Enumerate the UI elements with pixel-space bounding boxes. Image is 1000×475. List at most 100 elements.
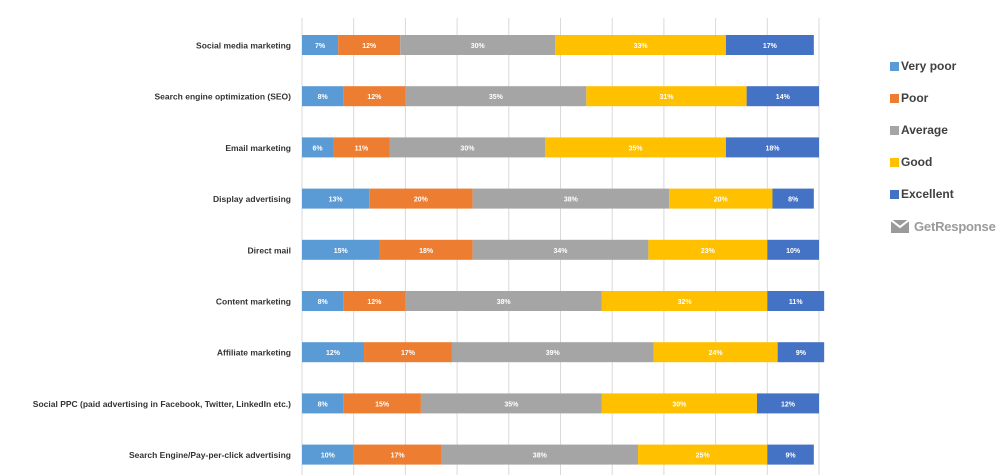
bar-segment-very-poor [302, 137, 334, 158]
envelope-icon [891, 220, 909, 233]
data-label: 6% [312, 145, 323, 152]
data-label: 10% [321, 453, 336, 460]
bar-segment-excellent [767, 291, 825, 311]
legend-label: Average [901, 123, 948, 137]
data-label: 15% [375, 401, 390, 408]
legend-item: Very poor [890, 50, 956, 82]
legend-item: Average [890, 114, 956, 146]
bar-segment-average [389, 137, 545, 158]
data-label: 32% [678, 299, 693, 306]
bar-segment-very-poor [302, 239, 380, 260]
bar-segment-poor [369, 188, 473, 209]
getresponse-logo: GetResponse [891, 219, 996, 234]
data-label: 23% [701, 248, 716, 255]
bar-segment-poor [338, 35, 401, 55]
bar-segment-very-poor [302, 188, 370, 209]
bar-segment-excellent [725, 35, 814, 55]
data-label: 15% [334, 248, 349, 255]
bar-segment-average [405, 86, 587, 107]
bar-segment-good [555, 35, 726, 55]
bar-segment-average [441, 444, 639, 465]
category-label: Social media marketing [196, 41, 291, 51]
bar-segment-very-poor [302, 291, 344, 311]
data-label: 11% [789, 299, 803, 306]
data-label: 9% [786, 453, 797, 460]
category-label: Display advertising [213, 194, 291, 204]
bar-segment-good [669, 188, 773, 209]
legend-swatch [890, 125, 899, 135]
data-label: 18% [419, 248, 434, 255]
legend-item: Excellent [890, 178, 956, 210]
bar-segment-excellent [767, 444, 814, 465]
data-label: 38% [497, 299, 512, 306]
bar-segment-very-poor [302, 393, 344, 414]
legend-swatch [890, 93, 899, 103]
brand-name: GetResponse [914, 219, 996, 234]
data-label: 30% [460, 145, 475, 152]
bar-segment-very-poor [302, 444, 354, 465]
data-label: 14% [776, 94, 791, 101]
data-label: 12% [367, 299, 382, 306]
bar-segment-excellent [725, 137, 819, 158]
bar-segment-excellent [767, 239, 819, 260]
data-label: 9% [796, 350, 807, 357]
bar-segment-average [472, 239, 649, 260]
bar-segment-average [420, 393, 602, 414]
data-label: 38% [533, 453, 548, 460]
data-label: 39% [546, 350, 561, 357]
legend-item: Poor [890, 82, 956, 114]
legend-swatch [890, 61, 899, 71]
bar-segment-good [648, 239, 768, 260]
data-label: 34% [553, 248, 568, 255]
data-label: 33% [634, 43, 649, 50]
data-label: 13% [329, 197, 344, 204]
bar-segment-poor [379, 239, 473, 260]
data-label: 18% [765, 145, 780, 152]
bar-segment-very-poor [302, 86, 344, 107]
data-label: 25% [696, 453, 711, 460]
data-label: 8% [318, 299, 329, 306]
data-label: 12% [326, 350, 341, 357]
bar-segment-good [601, 393, 757, 414]
data-label: 8% [318, 401, 329, 408]
bar-segment-good [638, 444, 768, 465]
bar-segment-poor [353, 444, 442, 465]
bar-segment-average [400, 35, 556, 55]
legend-label: Very poor [901, 59, 957, 73]
data-label: 17% [401, 350, 416, 357]
legend-item: Good [890, 146, 956, 178]
bar-segment-excellent [746, 86, 819, 107]
bar-segment-average [451, 342, 654, 363]
bar-segment-very-poor [302, 342, 365, 363]
category-label: Search Engine/Pay-per-click advertising [129, 450, 291, 460]
legend-label: Good [901, 155, 933, 169]
data-label: 10% [786, 248, 801, 255]
data-label: 20% [714, 197, 729, 204]
category-label: Affiliate marketing [217, 348, 291, 358]
category-label: Social PPC (paid advertising in Facebook… [33, 399, 291, 409]
data-label: 24% [709, 350, 724, 357]
data-label: 7% [315, 43, 326, 50]
category-label: Email marketing [225, 143, 291, 153]
category-label: Direct mail [248, 245, 291, 255]
bar-segment-poor [343, 291, 406, 311]
legend-swatch [890, 157, 899, 167]
legend: Very poor Poor Average Good Excellent [890, 50, 956, 210]
bar-segment-good [544, 137, 726, 158]
bar-segment-very-poor [302, 35, 339, 55]
legend-swatch [890, 189, 899, 199]
data-label: 35% [504, 401, 519, 408]
data-label: 30% [672, 401, 687, 408]
data-label: 17% [763, 43, 778, 50]
data-label: 38% [564, 197, 579, 204]
category-label: Search engine optimization (SEO) [155, 92, 292, 102]
data-label: 30% [471, 43, 486, 50]
category-label: Content marketing [216, 297, 291, 307]
bar-segment-good [601, 291, 768, 311]
legend-label: Poor [901, 91, 929, 105]
bar-segment-excellent [756, 393, 819, 414]
data-label: 35% [628, 145, 643, 152]
data-label: 8% [788, 197, 799, 204]
data-label: 20% [414, 197, 429, 204]
